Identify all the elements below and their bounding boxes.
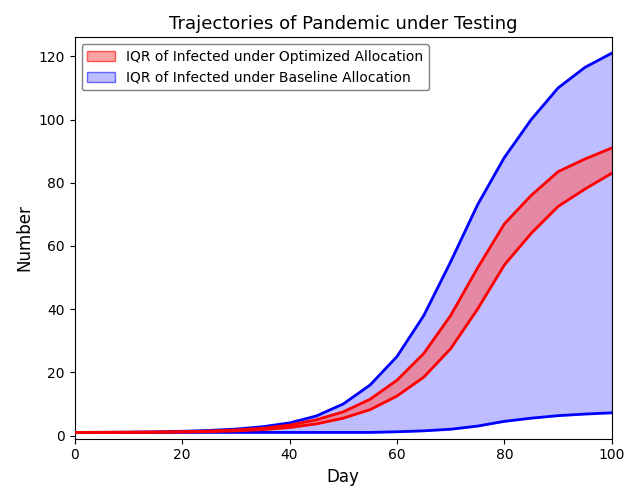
Y-axis label: Number: Number xyxy=(15,204,33,272)
Legend: IQR of Infected under Optimized Allocation, IQR of Infected under Baseline Alloc: IQR of Infected under Optimized Allocati… xyxy=(81,44,429,90)
X-axis label: Day: Day xyxy=(327,468,360,486)
Title: Trajectories of Pandemic under Testing: Trajectories of Pandemic under Testing xyxy=(169,15,518,33)
